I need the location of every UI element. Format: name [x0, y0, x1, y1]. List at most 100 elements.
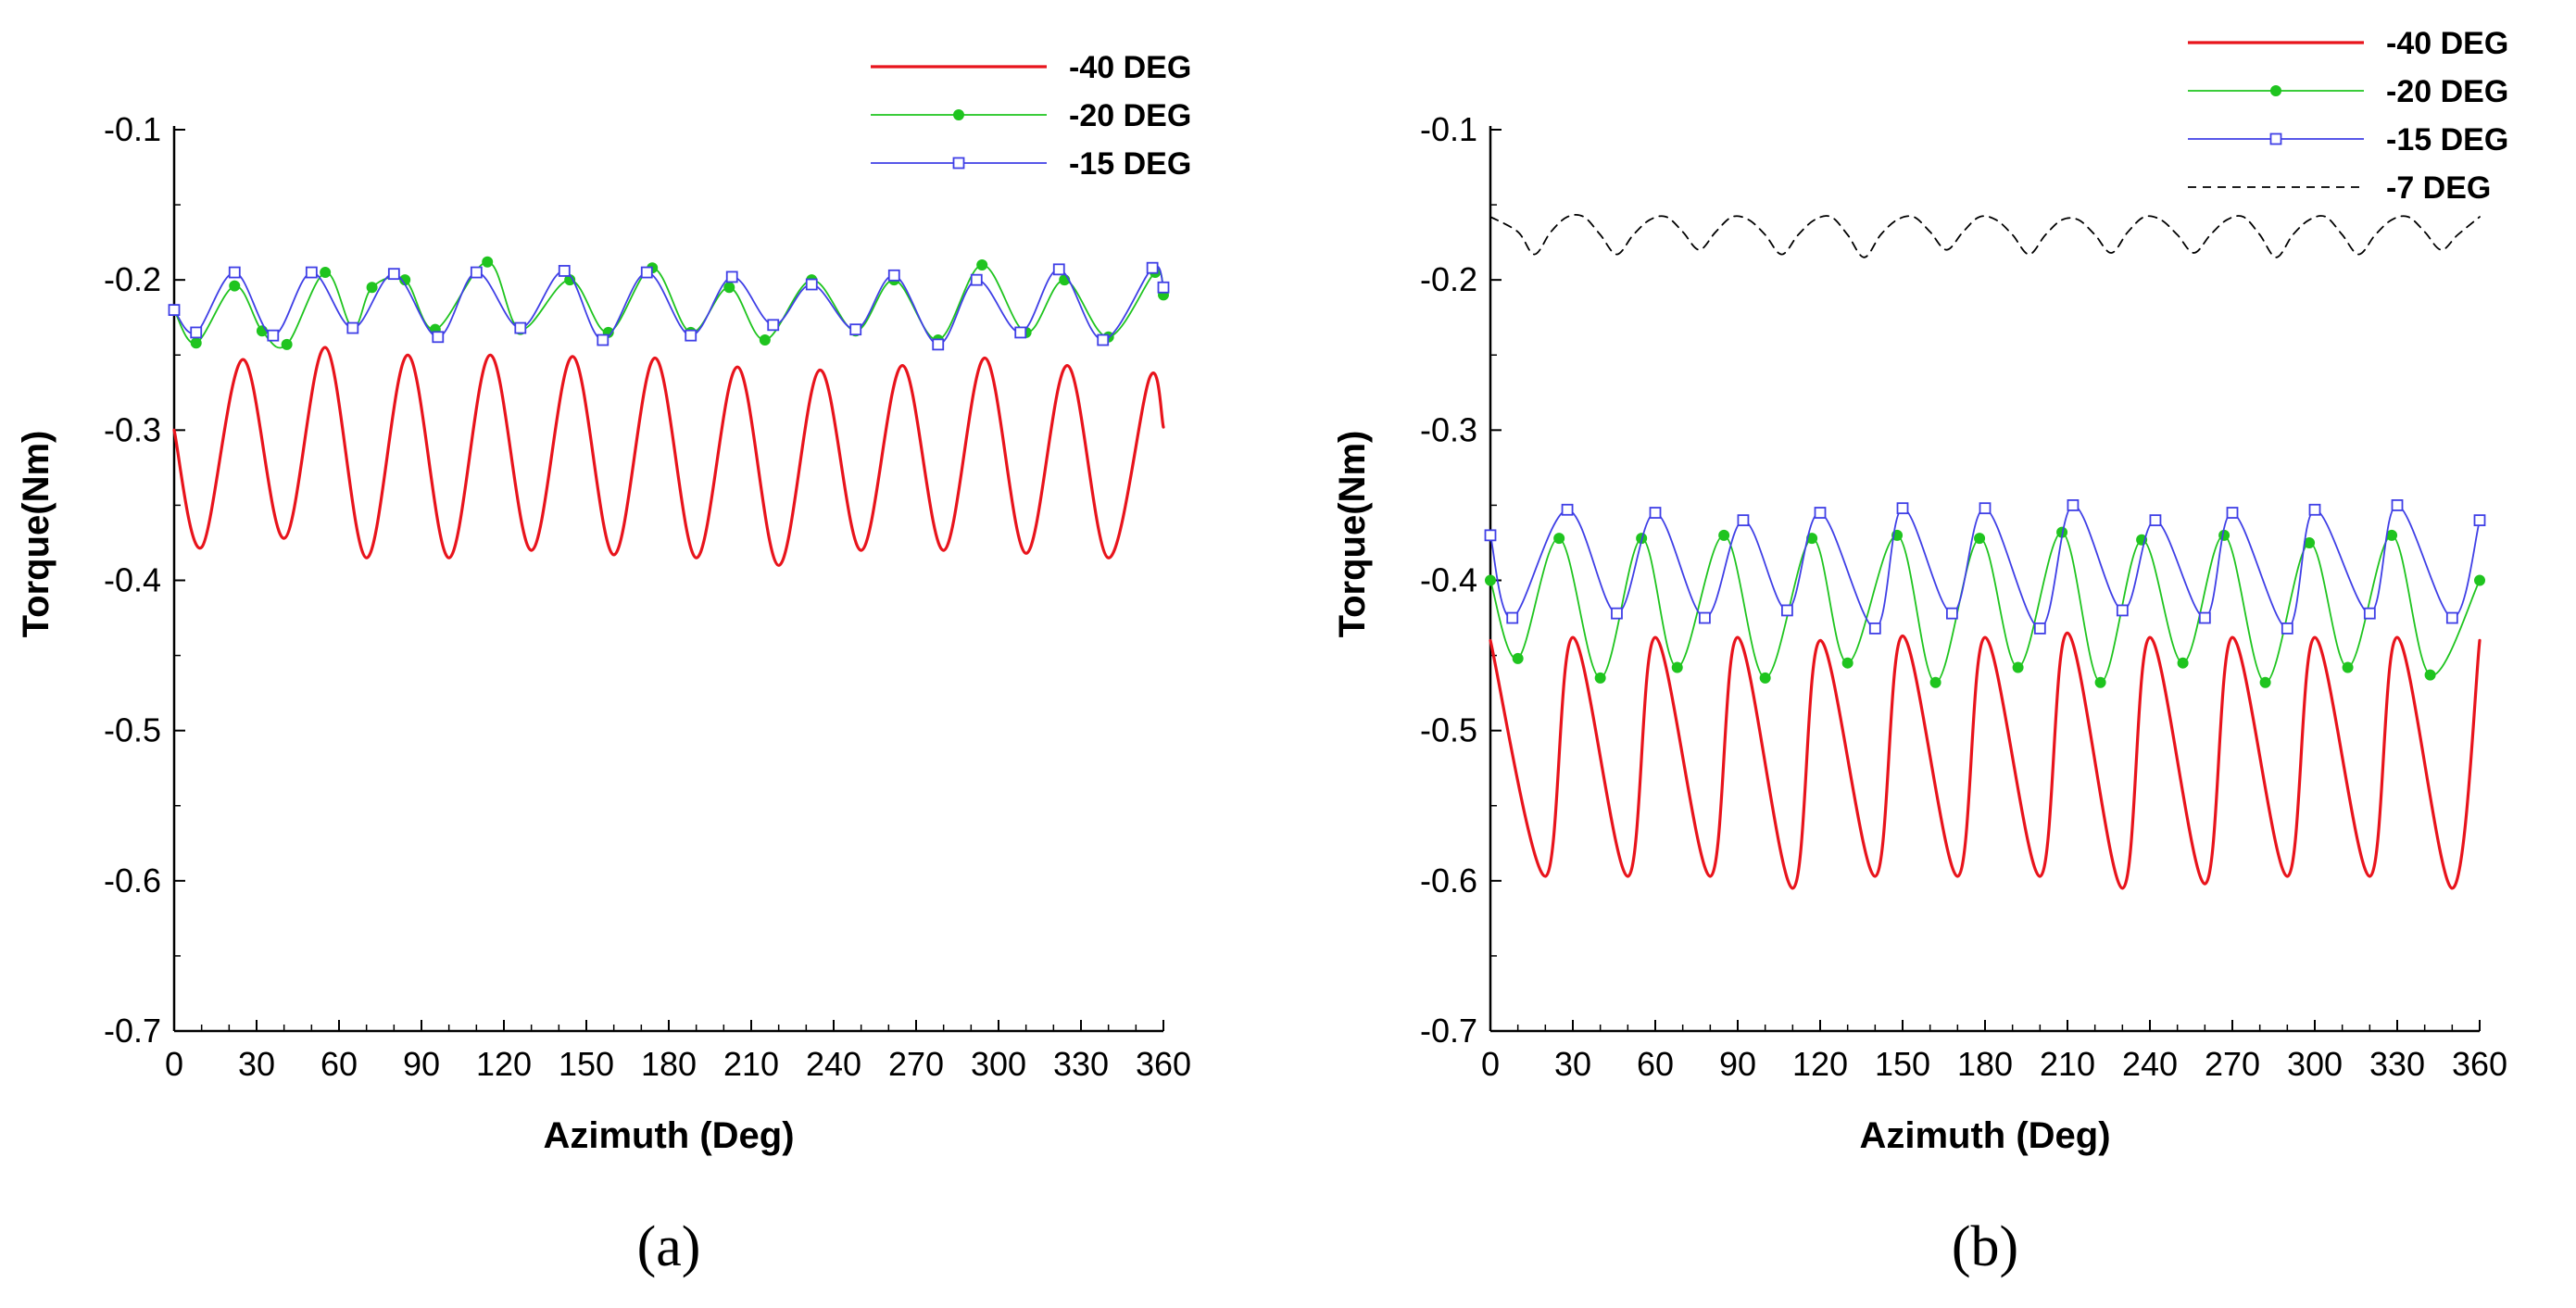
legend-label: -7 DEG: [2386, 170, 2491, 206]
data-point: [2391, 499, 2404, 511]
data-point: [1814, 507, 1827, 519]
data-point: [320, 267, 332, 279]
x-tick-label: 60: [320, 1045, 358, 1083]
chart-panel-a: -0.7 -0.6 -0.5 -0.4 -0.3 -0.2 -0.1 0 30 60 90 120 15…: [16, 50, 1191, 1278]
y-axis-title: Torque(Nm): [16, 431, 57, 638]
data-point: [887, 269, 900, 282]
legend-entry: -7 DEG: [2188, 170, 2491, 206]
data-point: [597, 333, 609, 346]
data-point: [2386, 529, 2398, 541]
legend-label: -20 DEG: [1069, 98, 1191, 133]
data-point: [2445, 611, 2458, 624]
y-tick-label: -0.6: [1420, 862, 1477, 899]
legend-entry: -15 DEG: [871, 146, 1191, 182]
x-tick-label: 120: [476, 1045, 532, 1083]
data-point: [1979, 502, 1992, 515]
x-tick-label: 240: [2122, 1045, 2178, 1083]
x-tick-label: 90: [1719, 1045, 1756, 1083]
data-point: [1737, 514, 1750, 527]
data-point: [1611, 607, 1623, 620]
data-point: [190, 337, 202, 349]
data-point: [970, 273, 983, 286]
legend-marker: [953, 109, 964, 120]
data-point: [1671, 661, 1683, 673]
data-point: [976, 258, 988, 270]
data-point: [767, 319, 780, 332]
legend-label: -15 DEG: [2386, 122, 2508, 157]
data-point: [2226, 507, 2239, 519]
x-tick-label: 120: [1792, 1045, 1848, 1083]
data-point: [482, 256, 494, 268]
data-point: [1146, 261, 1159, 274]
series-line: [1489, 213, 2481, 258]
data-point: [759, 334, 771, 346]
x-tick-label: 270: [888, 1045, 944, 1083]
data-point: [2012, 661, 2024, 673]
data-point: [1157, 281, 1170, 294]
data-point: [1841, 657, 1853, 669]
series-line: [1489, 504, 2481, 630]
series-line: [172, 346, 1165, 567]
data-point: [2473, 514, 2486, 527]
data-point: [256, 325, 268, 337]
data-point: [228, 266, 241, 279]
data-point: [387, 268, 400, 281]
data-point: [1512, 652, 1524, 664]
x-tick-label: 30: [1554, 1045, 1591, 1083]
y-tick-label: -0.6: [104, 862, 161, 899]
data-point: [1553, 533, 1565, 545]
x-tick-label: 270: [2205, 1045, 2260, 1083]
data-point: [640, 266, 653, 279]
panel-label: (b): [1952, 1215, 2018, 1278]
x-tick-label: 360: [2452, 1045, 2507, 1083]
data-point: [1594, 672, 1606, 684]
data-point: [190, 326, 203, 339]
data-point: [346, 321, 359, 334]
legend-label: -15 DEG: [1069, 146, 1191, 182]
legend-entry: -20 DEG: [2188, 74, 2508, 109]
data-point: [2116, 604, 2129, 617]
data-point: [1484, 529, 1497, 542]
y-axis-title: Torque(Nm): [1332, 431, 1373, 638]
legend-label: -40 DEG: [1069, 50, 1191, 85]
series-2: [168, 261, 1170, 351]
data-point: [2067, 499, 2080, 511]
series-line: [1489, 631, 2482, 890]
data-point: [2259, 676, 2271, 688]
y-tick-label: -0.2: [104, 260, 161, 298]
data-point: [725, 270, 738, 283]
x-tick-label: 90: [403, 1045, 440, 1083]
x-tick-label: 210: [723, 1045, 779, 1083]
data-point: [514, 321, 527, 334]
data-point: [2281, 622, 2293, 635]
y-tick-label: -0.1: [104, 110, 161, 148]
data-point: [1896, 502, 1909, 515]
legend-entry: -15 DEG: [2188, 122, 2508, 157]
data-point: [1759, 672, 1771, 684]
data-point: [1506, 611, 1519, 624]
data-point: [932, 338, 945, 351]
x-tick-label: 0: [1481, 1045, 1500, 1083]
data-point: [366, 282, 378, 294]
legend-marker: [2270, 85, 2281, 96]
data-point: [305, 266, 318, 279]
series-0: [172, 346, 1165, 567]
data-point: [2363, 607, 2376, 620]
series-3: [1489, 213, 2481, 258]
legend-label: -40 DEG: [2386, 26, 2508, 61]
series-2: [1484, 499, 2486, 635]
data-point: [685, 329, 697, 342]
data-point: [267, 329, 280, 342]
y-tick-label: -0.4: [1420, 561, 1477, 599]
legend-entry: -20 DEG: [871, 98, 1191, 133]
data-point: [1974, 533, 1986, 545]
x-tick-label: 240: [806, 1045, 861, 1083]
x-tick-label: 300: [971, 1045, 1026, 1083]
x-tick-label: 150: [1875, 1045, 1930, 1083]
legend-marker: [952, 157, 965, 170]
x-tick-label: 330: [1053, 1045, 1109, 1083]
x-tick-label: 330: [2369, 1045, 2425, 1083]
data-point: [2342, 661, 2354, 673]
